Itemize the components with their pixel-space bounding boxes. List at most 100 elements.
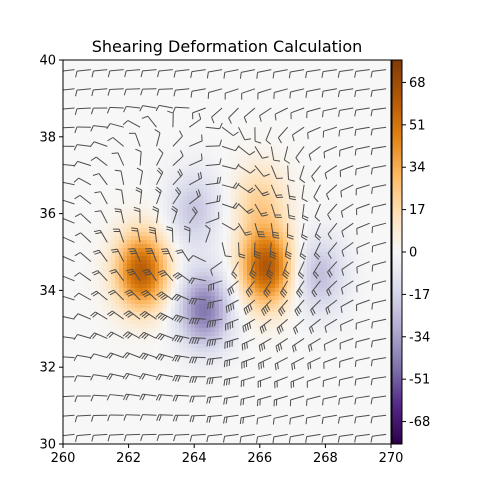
wind-barb (141, 115, 157, 128)
wind-barb (172, 414, 190, 422)
wind-barb (337, 69, 354, 78)
wind-barb (74, 194, 92, 205)
wind-barb (140, 433, 157, 441)
wind-barb (321, 88, 337, 98)
wind-barb (241, 357, 256, 369)
wind-barb (152, 206, 160, 224)
wind-barb (172, 394, 190, 402)
wind-barb (305, 414, 321, 425)
wind-barb (189, 376, 206, 383)
wind-barb (256, 69, 272, 79)
wind-barb (243, 107, 256, 124)
wind-barb (123, 88, 141, 96)
wind-barb (114, 208, 125, 224)
wind-barb (188, 206, 198, 224)
wind-barb (254, 146, 269, 159)
wind-barb (90, 107, 108, 115)
wind-barb (224, 318, 239, 331)
wind-barb (156, 148, 164, 166)
wind-barb (354, 357, 370, 367)
wind-barb (154, 128, 161, 147)
wind-barb (107, 137, 125, 147)
wind-barb (107, 414, 124, 422)
wind-barb (227, 280, 239, 296)
wind-barb (107, 433, 124, 442)
wind-barb (189, 112, 202, 128)
wind-barb (224, 337, 239, 349)
wind-barb (370, 69, 387, 78)
wind-barb (293, 318, 305, 335)
wind-barb (291, 126, 305, 142)
wind-barb (172, 354, 190, 362)
wind-barb (122, 352, 141, 359)
wind-barb (354, 88, 370, 98)
wind-barb (222, 433, 239, 443)
wind-barb (157, 69, 173, 78)
wind-barb (306, 107, 321, 119)
wind-barb (112, 228, 125, 243)
wind-barb (133, 206, 141, 224)
wind-barb (155, 312, 174, 321)
wind-barb (223, 414, 239, 424)
wind-barb (308, 145, 321, 161)
wind-barb (266, 261, 274, 280)
wind-barb (340, 299, 354, 313)
wind-barb (110, 248, 125, 262)
wind-barb (274, 357, 288, 371)
wind-barb (270, 223, 280, 239)
wind-barb (204, 224, 211, 243)
wind-barb (291, 357, 305, 371)
wind-barb (63, 414, 75, 417)
wind-barb (371, 280, 387, 291)
wind-barb (238, 146, 256, 156)
wind-barb (299, 242, 307, 260)
wind-barb (242, 318, 256, 333)
wind-barb (74, 232, 92, 243)
wind-barb (324, 318, 338, 333)
wind-barb (370, 165, 387, 175)
wind-barb (206, 376, 223, 385)
colorbar-tick-label: 17 (409, 203, 426, 218)
wind-barb (208, 280, 223, 292)
wind-barb (206, 318, 223, 328)
wind-barb (312, 261, 321, 279)
wind-barb (288, 69, 305, 79)
wind-barb (289, 88, 305, 99)
wind-barb (370, 126, 387, 136)
wind-barb (111, 152, 125, 166)
wind-barb (172, 150, 184, 166)
wind-barb (172, 130, 183, 147)
wind-barb (323, 145, 338, 159)
wind-barb (189, 134, 203, 147)
wind-barb (173, 433, 190, 442)
colorbar-tick-label: -17 (409, 288, 430, 303)
wind-barb (205, 122, 223, 130)
wind-barb (354, 107, 370, 117)
wind-barb (254, 203, 269, 217)
wind-barb (63, 275, 75, 282)
wind-barb (189, 395, 206, 403)
wind-barb (188, 255, 206, 263)
wind-barb (354, 69, 370, 78)
wind-barb (297, 261, 305, 280)
wind-barb (325, 299, 338, 315)
wind-barb (123, 105, 141, 113)
wind-barb (207, 88, 223, 99)
colorbar-ticks: -68 -51 -34 -17 0 17 34 51 68 (402, 76, 430, 430)
wind-barb (223, 376, 239, 386)
wind-barb (91, 270, 108, 282)
colorbar-tick-label: 68 (409, 76, 426, 91)
wind-barb (106, 352, 124, 360)
wind-barb (258, 337, 272, 352)
wind-barb (221, 242, 232, 258)
wind-barb (109, 269, 125, 282)
wind-barb (122, 372, 141, 380)
wind-barb (192, 107, 206, 120)
wind-barb (73, 313, 92, 320)
wind-barb (188, 189, 201, 205)
wind-barb (148, 226, 157, 243)
wind-barb (128, 132, 141, 147)
colorbar: -68 -51 -34 -17 0 17 34 51 68 (391, 59, 430, 445)
wind-barb (273, 395, 288, 407)
wind-barb (63, 395, 75, 398)
